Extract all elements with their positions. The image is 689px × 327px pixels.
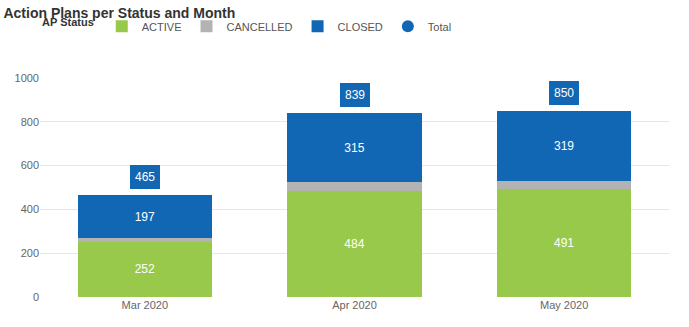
svg-text:CANCELLED: CANCELLED: [227, 21, 293, 33]
svg-text:252: 252: [135, 262, 155, 276]
svg-text:839: 839: [345, 88, 365, 102]
svg-text:400: 400: [21, 203, 39, 215]
svg-text:850: 850: [554, 86, 574, 100]
svg-text:ACTIVE: ACTIVE: [142, 21, 182, 33]
svg-text:Mar 2020: Mar 2020: [122, 299, 168, 311]
svg-text:600: 600: [21, 159, 39, 171]
svg-text:0: 0: [33, 291, 39, 303]
svg-text:197: 197: [135, 210, 155, 224]
svg-text:1000: 1000: [15, 72, 39, 84]
svg-text:484: 484: [344, 237, 364, 251]
svg-text:800: 800: [21, 116, 39, 128]
svg-text:465: 465: [135, 170, 155, 184]
svg-text:Total: Total: [428, 21, 451, 33]
svg-text:491: 491: [554, 236, 574, 250]
svg-text:CLOSED: CLOSED: [338, 21, 383, 33]
svg-text:315: 315: [344, 141, 364, 155]
svg-text:200: 200: [21, 247, 39, 259]
svg-text:May 2020: May 2020: [540, 299, 588, 311]
svg-text:Action Plans per Status and Mo: Action Plans per Status and Month: [3, 5, 235, 21]
svg-text:AP Status: AP Status: [42, 16, 94, 28]
svg-text:319: 319: [554, 139, 574, 153]
svg-text:Apr 2020: Apr 2020: [332, 299, 377, 311]
